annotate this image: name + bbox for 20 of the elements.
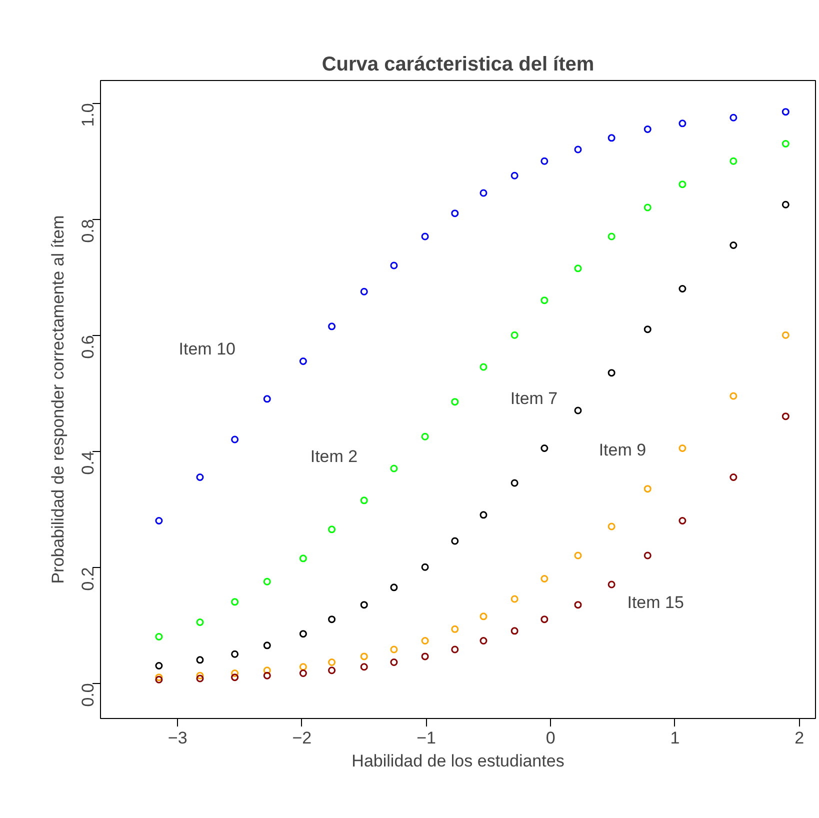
x-tick-label: −1 bbox=[416, 728, 436, 748]
x-tick-label: 2 bbox=[794, 728, 804, 748]
y-axis-title: Probabilidad de responder correctamente al ítem bbox=[48, 215, 68, 584]
series-label: Item 2 bbox=[310, 447, 358, 466]
x-tick-label: −2 bbox=[292, 728, 312, 748]
series-label: Item 7 bbox=[510, 389, 558, 408]
y-tick-label: 0.8 bbox=[78, 219, 98, 243]
x-tick-label: 1 bbox=[670, 728, 680, 748]
y-tick-label: 1.0 bbox=[78, 103, 98, 127]
x-tick-label: −3 bbox=[168, 728, 188, 748]
text: Item 10 bbox=[178, 339, 236, 358]
y-tick-label: 0.0 bbox=[78, 683, 98, 707]
x-tick-label: 0 bbox=[546, 728, 556, 748]
y-tick-label: 0.4 bbox=[78, 451, 98, 475]
y-tick-label: 0.6 bbox=[78, 335, 98, 359]
series-label: Item 9 bbox=[598, 440, 646, 460]
chart-title: Curva carácteristica del ítem bbox=[322, 54, 594, 76]
x-axis-title: Habilidad de los estudiantes bbox=[352, 752, 564, 770]
series-label: Item 15 bbox=[627, 593, 684, 612]
y-tick-label: 0.2 bbox=[78, 567, 98, 591]
